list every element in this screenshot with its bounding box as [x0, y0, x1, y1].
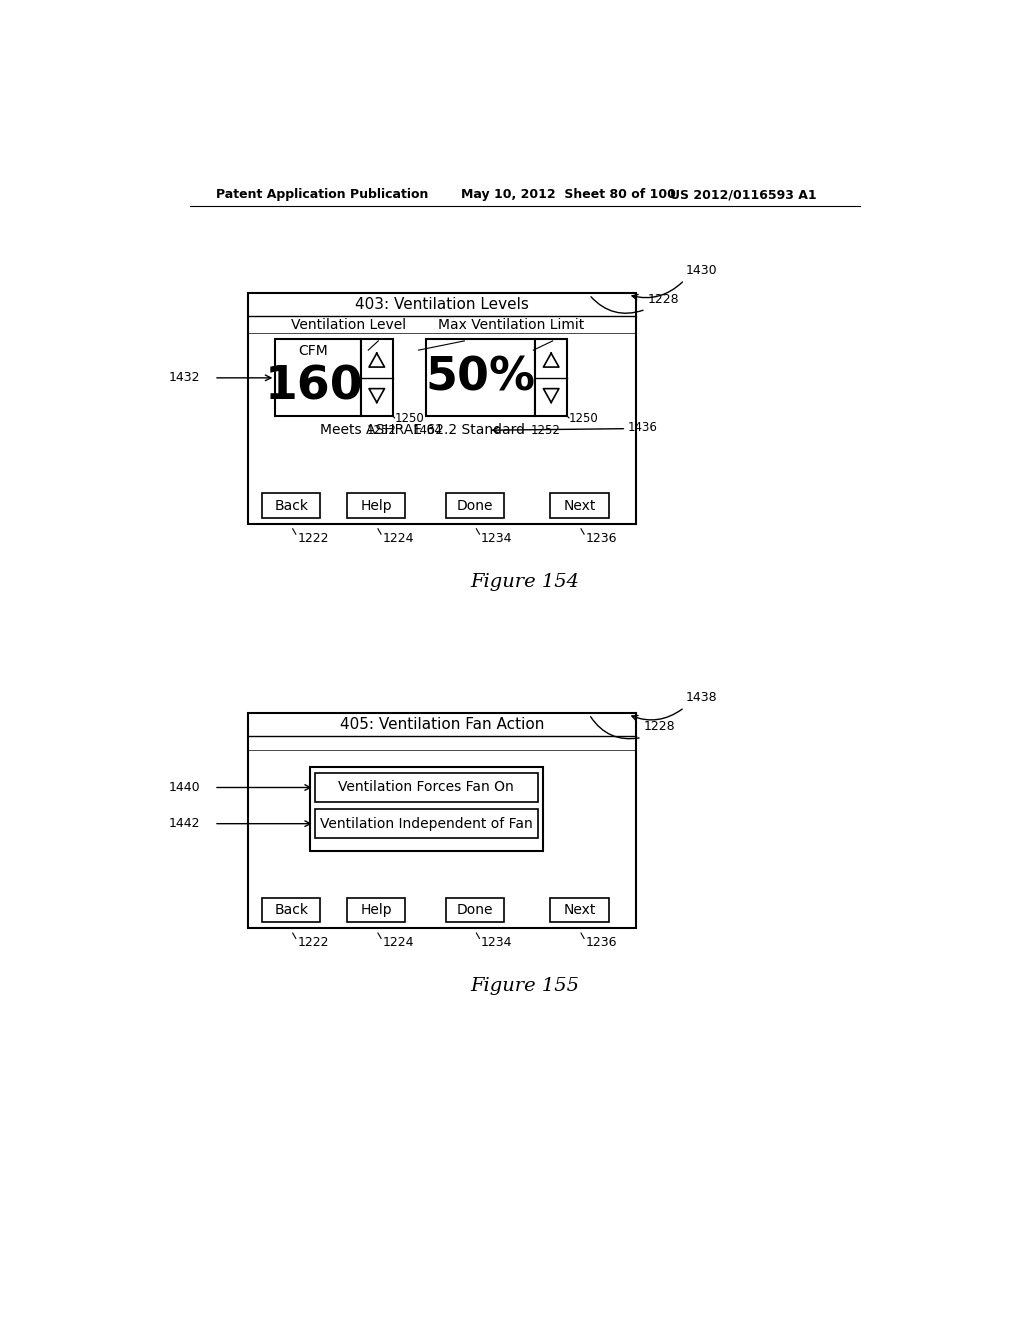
Text: Next: Next — [563, 903, 596, 917]
Bar — [550, 898, 608, 923]
Text: 1224: 1224 — [383, 532, 414, 545]
Text: Ventilation Independent of Fan: Ventilation Independent of Fan — [319, 817, 532, 830]
Text: 1234: 1234 — [481, 936, 513, 949]
Bar — [314, 809, 538, 838]
Text: 1224: 1224 — [383, 936, 414, 949]
Text: Patent Application Publication: Patent Application Publication — [216, 187, 428, 201]
Bar — [310, 767, 543, 851]
Text: Help: Help — [360, 499, 392, 512]
Bar — [445, 898, 504, 923]
Text: 1252: 1252 — [531, 424, 561, 437]
Text: Next: Next — [563, 499, 596, 512]
Text: Figure 154: Figure 154 — [470, 573, 580, 591]
Bar — [426, 339, 535, 416]
Text: Ventilation Forces Fan On: Ventilation Forces Fan On — [339, 780, 514, 795]
FancyArrowPatch shape — [632, 282, 682, 300]
Text: 1236: 1236 — [586, 936, 617, 949]
Text: 50%: 50% — [426, 355, 536, 400]
Text: Max Ventilation Limit: Max Ventilation Limit — [438, 318, 585, 331]
Text: Help: Help — [360, 903, 392, 917]
Text: 1252: 1252 — [367, 424, 396, 437]
Bar — [248, 293, 636, 524]
FancyArrowPatch shape — [591, 717, 639, 739]
Text: 1438: 1438 — [686, 690, 718, 704]
Text: Done: Done — [457, 903, 494, 917]
Bar — [275, 339, 360, 416]
Bar — [314, 774, 538, 803]
Text: 405: Ventilation Fan Action: 405: Ventilation Fan Action — [340, 717, 544, 731]
Text: 1442: 1442 — [169, 817, 200, 830]
Text: 1434: 1434 — [413, 424, 442, 437]
Text: Ventilation Level: Ventilation Level — [291, 318, 407, 331]
Text: 1436: 1436 — [628, 421, 657, 434]
Bar — [262, 898, 321, 923]
FancyArrowPatch shape — [591, 297, 643, 313]
Text: US 2012/0116593 A1: US 2012/0116593 A1 — [671, 187, 817, 201]
Text: 1250: 1250 — [569, 412, 599, 425]
Bar — [550, 494, 608, 517]
Text: Back: Back — [274, 499, 308, 512]
Text: Back: Back — [274, 903, 308, 917]
Text: 1432: 1432 — [169, 371, 200, 384]
FancyArrowPatch shape — [632, 709, 682, 721]
Bar — [248, 713, 636, 928]
Text: 1236: 1236 — [586, 532, 617, 545]
Bar — [347, 898, 406, 923]
Text: 1228: 1228 — [643, 721, 675, 733]
Text: 403: Ventilation Levels: 403: Ventilation Levels — [355, 297, 528, 313]
Text: 1228: 1228 — [647, 293, 679, 306]
Text: 1222: 1222 — [297, 936, 329, 949]
Text: Done: Done — [457, 499, 494, 512]
Bar — [445, 494, 504, 517]
Text: Figure 155: Figure 155 — [470, 977, 580, 995]
Text: 1234: 1234 — [481, 532, 513, 545]
Bar — [262, 494, 321, 517]
Text: 160: 160 — [264, 364, 362, 409]
Text: May 10, 2012  Sheet 80 of 100: May 10, 2012 Sheet 80 of 100 — [461, 187, 676, 201]
Text: 1222: 1222 — [297, 532, 329, 545]
Text: CFM: CFM — [299, 345, 329, 358]
Bar — [347, 494, 406, 517]
Text: 1250: 1250 — [394, 412, 424, 425]
Text: 1430: 1430 — [686, 264, 718, 277]
Text: 1440: 1440 — [169, 781, 200, 795]
Bar — [360, 339, 393, 416]
Text: Meets ASHRAE 62.2 Standard: Meets ASHRAE 62.2 Standard — [319, 424, 525, 437]
Bar — [535, 339, 567, 416]
